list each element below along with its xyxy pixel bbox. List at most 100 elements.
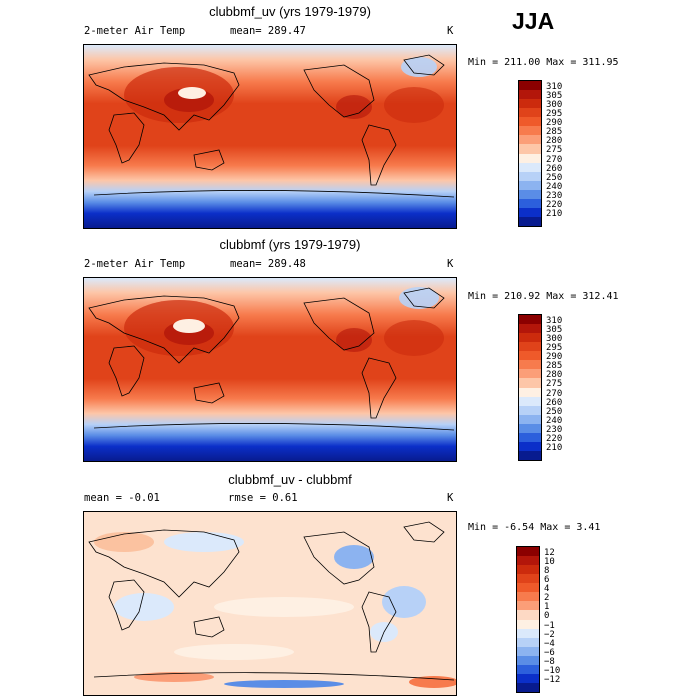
colorbar-swatch [519,378,541,388]
colorbar-swatch [519,144,541,154]
panel-3-colorbar-labels: 12 10 8 6 4 2 1 0 −1 −2 −4 −6 −8 −10 −12 [544,548,561,685]
panel-3-map-image [84,512,456,695]
panel-2-mean: mean= 289.48 [230,258,306,270]
colorbar-tick-label: 10 [544,557,555,568]
colorbar-tick-label: 220 [546,433,563,444]
colorbar-tick-label: 260 [546,397,563,408]
colorbar-swatch [517,682,539,692]
colorbar-tick-label: −1 [544,620,555,631]
panel-2-title: clubbmf (yrs 1979-1979) [219,237,361,252]
colorbar-tick-label: 280 [546,136,563,147]
colorbar-swatch [517,673,539,683]
colorbar-swatch [519,324,541,334]
colorbar-tick-label: −12 [544,674,561,685]
colorbar-tick-label: 285 [546,361,563,372]
colorbar-tick-label: 290 [546,352,563,363]
panel-1-variable-label: 2-meter Air Temp [84,25,186,37]
colorbar-swatch [519,387,541,397]
panel-2-colorbar [518,314,542,461]
colorbar-swatch [519,414,541,424]
colorbar-swatch [519,189,541,199]
colorbar-swatch [517,547,539,557]
panel-3-colorbar [516,546,540,693]
colorbar-tick-label: 270 [546,388,563,399]
panel-2-map [83,277,457,462]
colorbar-tick-label: 305 [546,325,563,336]
colorbar-swatch [519,396,541,406]
colorbar-tick-label: 295 [546,343,563,354]
colorbar-tick-label: −10 [544,665,561,676]
colorbar-tick-label: 12 [544,548,555,558]
colorbar-swatch [519,216,541,226]
colorbar-tick-label: −6 [544,647,555,658]
colorbar-tick-label: 8 [544,566,550,577]
colorbar-swatch [519,162,541,172]
colorbar-swatch [519,207,541,217]
colorbar-tick-label: 275 [546,379,563,390]
colorbar-swatch [519,117,541,127]
colorbar-swatch [517,637,539,647]
colorbar-swatch [519,126,541,136]
panel-3-map [83,511,457,696]
colorbar-swatch [519,423,541,433]
panel-1-colorbar [518,80,542,227]
colorbar-swatch [517,583,539,593]
colorbar-swatch [519,108,541,118]
colorbar-swatch [517,565,539,575]
colorbar-swatch [517,601,539,611]
colorbar-swatch [519,450,541,460]
colorbar-swatch [519,81,541,91]
panel-3-rmse: rmse = 0.61 [228,492,298,504]
colorbar-tick-label: −2 [544,629,555,640]
colorbar-swatch [517,556,539,566]
colorbar-tick-label: 300 [546,334,563,345]
colorbar-swatch [519,180,541,190]
panel-1-map [83,44,457,229]
colorbar-tick-label: 285 [546,127,563,138]
panel-1-title: clubbmf_uv (yrs 1979-1979) [209,4,371,19]
colorbar-swatch [519,315,541,325]
season-label: JJA [512,8,555,34]
panel-3-mean: mean = -0.01 [84,492,160,504]
panel-1-units: K [447,25,454,37]
colorbar-tick-label: −8 [544,656,555,667]
panel-1-minmax: Min = 211.00 Max = 311.95 [468,57,619,68]
colorbar-swatch [519,135,541,145]
colorbar-tick-label: 0 [544,611,550,622]
panel-3-title: clubbmf_uv - clubbmf [228,472,352,487]
colorbar-tick-label: 250 [546,406,563,417]
colorbar-swatch [519,432,541,442]
panel-3-minmax: Min = -6.54 Max = 3.41 [468,522,601,533]
colorbar-swatch [517,628,539,638]
colorbar-swatch [519,171,541,181]
panel-1-map-image [84,45,456,228]
colorbar-tick-label: 275 [546,145,563,156]
panel-2-variable-label: 2-meter Air Temp [84,258,186,270]
panel-2-minmax: Min = 210.92 Max = 312.41 [468,291,619,302]
colorbar-tick-label: 280 [546,370,563,381]
colorbar-tick-label: 1 [544,602,550,613]
panel-2-units: K [447,258,454,270]
colorbar-tick-label: 295 [546,109,563,120]
colorbar-tick-label: 210 [546,208,563,219]
colorbar-tick-label: 220 [546,199,563,210]
colorbar-swatch [517,646,539,656]
colorbar-swatch [519,405,541,415]
colorbar-swatch [517,664,539,674]
panel-1-mean: mean= 289.47 [230,25,306,37]
colorbar-tick-label: 260 [546,163,563,174]
colorbar-tick-label: 240 [546,181,563,192]
colorbar-swatch [517,592,539,602]
colorbar-swatch [519,351,541,361]
colorbar-swatch [517,574,539,584]
colorbar-tick-label: 240 [546,415,563,426]
colorbar-tick-label: 310 [546,82,563,92]
panel-1-colorbar-labels: 310 305 300 295 290 285 280 275 270 260 250 240 230 2… [546,82,563,219]
colorbar-tick-label: 300 [546,100,563,111]
colorbar-tick-label: 270 [546,154,563,165]
colorbar-swatch [519,90,541,100]
colorbar-tick-label: 230 [546,190,563,201]
colorbar-tick-label: 250 [546,172,563,183]
colorbar-swatch [519,198,541,208]
colorbar-swatch [519,369,541,379]
